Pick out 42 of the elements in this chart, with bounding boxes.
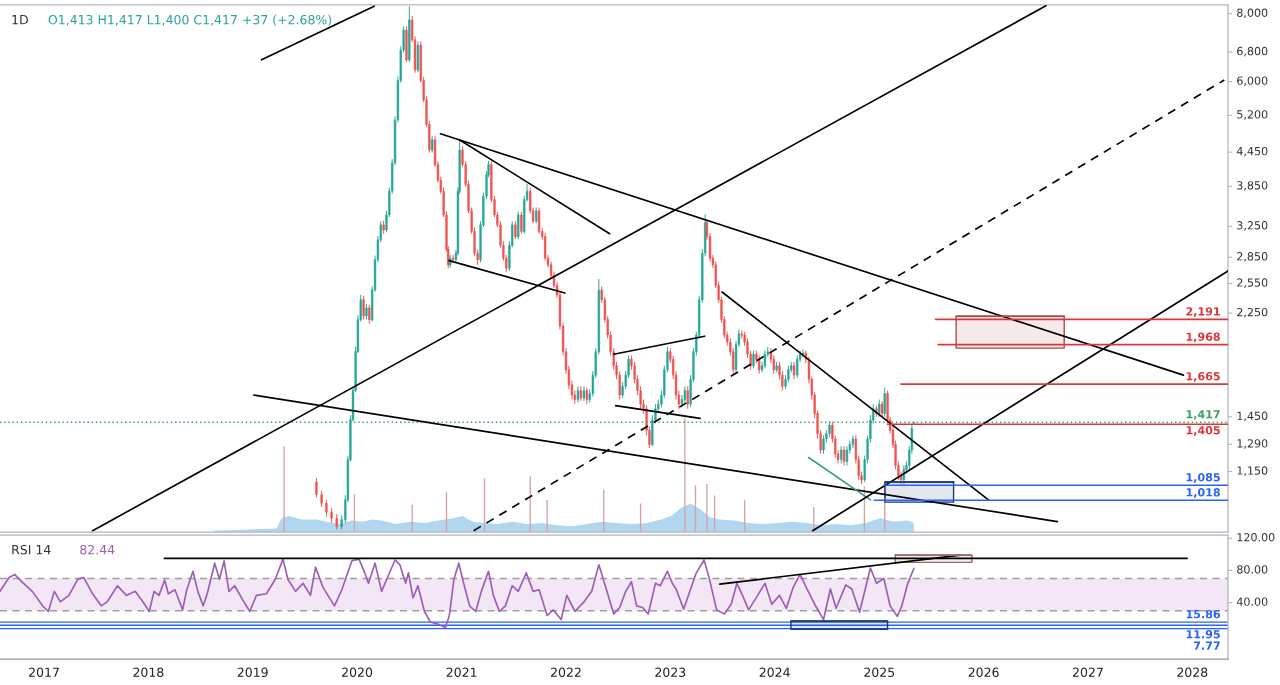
ref-line-label: 1,417 bbox=[1186, 410, 1220, 420]
y-tick-label: 2,850 bbox=[1237, 252, 1268, 262]
ref-line-label: 15.86 bbox=[1186, 609, 1221, 619]
ref-line-label: 11.95 bbox=[1186, 630, 1220, 639]
x-tick-label: 2026 bbox=[968, 667, 999, 678]
x-tick-label: 2018 bbox=[133, 667, 164, 678]
series-label: 1,018 bbox=[1186, 488, 1220, 498]
x-tick-label: 2025 bbox=[864, 667, 895, 678]
series-label: 2,191 bbox=[1186, 307, 1220, 318]
y-tick-label: 3,250 bbox=[1237, 221, 1268, 231]
x-tick-label: 2020 bbox=[342, 667, 373, 678]
y-tick-label: 1,150 bbox=[1237, 466, 1268, 476]
y-tick-label: 5,200 bbox=[1237, 110, 1268, 120]
y-tick-label: 40.00 bbox=[1236, 597, 1268, 606]
y-tick-label: 1,450 bbox=[1237, 411, 1268, 422]
x-tick-label: 2022 bbox=[550, 667, 581, 678]
series-label: 1,405 bbox=[1186, 426, 1220, 436]
y-tick-label: 6,800 bbox=[1237, 46, 1268, 57]
text: RSI 14 bbox=[12, 544, 51, 555]
x-tick-label: 2019 bbox=[237, 667, 268, 678]
x-tick-label: 2028 bbox=[1177, 667, 1208, 678]
x-tick-label: 2017 bbox=[29, 667, 59, 678]
ref-line-label: 7.77 bbox=[1193, 641, 1220, 650]
y-tick-label: 4,450 bbox=[1236, 146, 1268, 157]
y-tick-label: 2,250 bbox=[1237, 307, 1268, 318]
y-tick-label: 8,000 bbox=[1237, 8, 1268, 19]
x-tick-label: 2023 bbox=[655, 667, 686, 678]
y-tick-label: 1,290 bbox=[1237, 439, 1268, 449]
x-tick-label: 2021 bbox=[446, 667, 477, 678]
text: O1,413 H1,417 L1,400 C1,417 +37 (+2.68%) bbox=[48, 14, 332, 26]
x-tick-label: 2024 bbox=[759, 667, 790, 678]
x-tick-label: 2027 bbox=[1072, 667, 1103, 678]
y-tick-label: 80.00 bbox=[1237, 565, 1268, 574]
y-tick-label: 6,000 bbox=[1237, 76, 1268, 86]
text: 1D bbox=[12, 15, 28, 25]
series-label: 1,085 bbox=[1186, 473, 1220, 483]
series-label: 1,665 bbox=[1186, 371, 1220, 382]
y-tick-label: 120.00 bbox=[1237, 533, 1275, 542]
text: 82.44 bbox=[80, 544, 115, 555]
y-tick-label: 2,550 bbox=[1237, 278, 1268, 288]
y-tick-label: 3,850 bbox=[1237, 181, 1268, 191]
series-label: 1,968 bbox=[1186, 332, 1220, 343]
